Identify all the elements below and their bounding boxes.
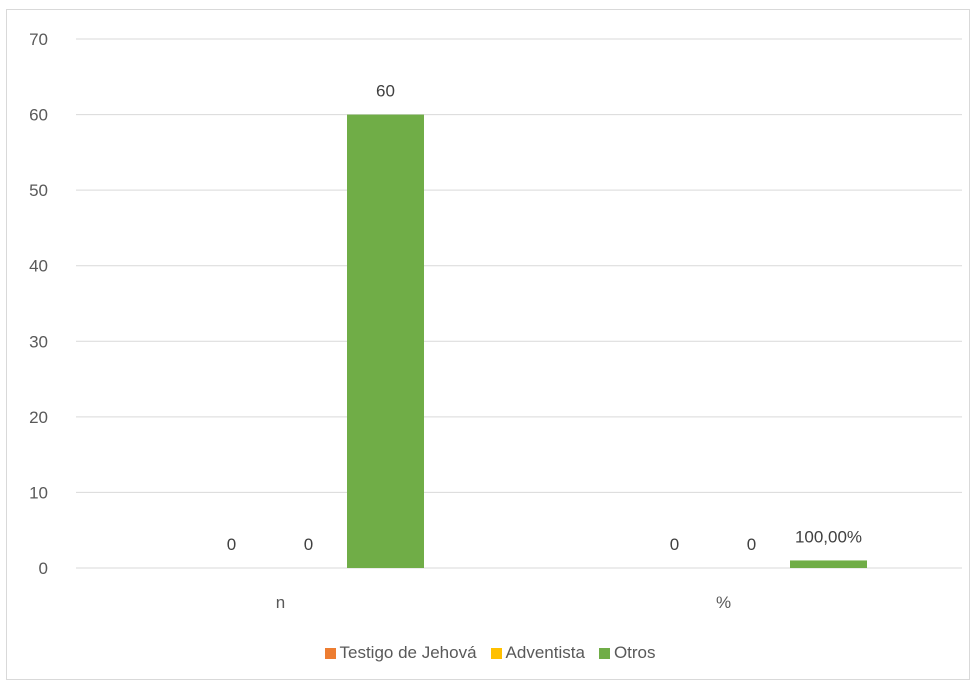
y-tick-label-30: 30 <box>29 332 48 351</box>
legend: Testigo de Jehová Adventista Otros <box>0 640 980 666</box>
y-tick-label-40: 40 <box>29 257 48 276</box>
legend-label-testigo: Testigo de Jehová <box>339 643 477 662</box>
y-axis-ticks: 0 10 20 30 40 50 60 70 <box>29 30 48 578</box>
data-label-1-1: 0 <box>747 535 756 554</box>
bars <box>347 114 867 569</box>
data-label-2-1: 100,00% <box>795 527 862 546</box>
y-tick-label-70: 70 <box>29 30 48 49</box>
legend-swatch-testigo <box>324 647 336 659</box>
x-category-label-1: % <box>716 593 731 612</box>
legend-swatch-otros <box>598 647 610 659</box>
legend-item-testigo: Testigo de Jehová <box>324 643 477 663</box>
legend-label-otros: Otros <box>613 643 656 662</box>
bar-2-1 <box>790 560 867 568</box>
x-axis-categories: n% <box>276 593 731 612</box>
bar-2-0 <box>347 114 424 569</box>
legend-swatch-adventista <box>490 647 502 659</box>
y-tick-label-0: 0 <box>39 559 48 578</box>
data-label-1-0: 0 <box>304 535 313 554</box>
gridlines <box>76 38 962 569</box>
y-tick-label-10: 10 <box>29 483 48 502</box>
data-labels: 0 0 60 0 0 100,00% <box>227 82 862 554</box>
data-label-2-0: 60 <box>376 82 395 101</box>
legend-label-adventista: Adventista <box>505 643 585 662</box>
data-label-0-0: 0 <box>227 535 236 554</box>
x-category-label-0: n <box>276 593 285 612</box>
legend-item-adventista: Adventista <box>490 643 585 663</box>
legend-item-otros: Otros <box>598 643 656 663</box>
y-tick-label-50: 50 <box>29 181 48 200</box>
y-tick-label-20: 20 <box>29 408 48 427</box>
data-label-0-1: 0 <box>670 535 679 554</box>
y-tick-label-60: 60 <box>29 106 48 125</box>
